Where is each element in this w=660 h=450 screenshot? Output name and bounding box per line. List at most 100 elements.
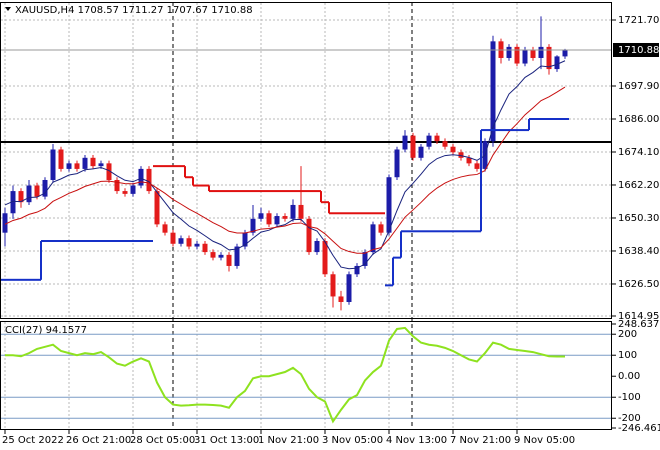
candle-body	[434, 135, 440, 142]
y-tick-label: 248.6378	[618, 319, 660, 330]
candle-body	[250, 218, 256, 233]
candle-body	[74, 163, 80, 169]
candle-body	[306, 218, 312, 253]
menu-triangle	[5, 7, 11, 11]
candle-body	[42, 179, 48, 197]
candle-body	[418, 146, 424, 158]
candle-body	[354, 265, 360, 275]
candle-body	[234, 246, 240, 266]
candle-body	[338, 296, 344, 303]
candle-body	[450, 146, 456, 153]
candle-body	[82, 157, 88, 169]
candle-body	[466, 157, 472, 164]
candle-body	[298, 204, 304, 219]
candle-body	[442, 141, 448, 147]
x-tick-label: 4 Nov 13:00	[386, 435, 447, 446]
candle-body	[106, 163, 112, 180]
candle-body	[58, 149, 64, 169]
x-tick-label: 3 Nov 05:00	[322, 435, 383, 446]
y-tick-label: 1662.20	[618, 180, 659, 191]
candle-body	[186, 238, 192, 247]
candle-body	[34, 185, 40, 197]
candle-body	[546, 46, 552, 70]
y-tick-label: 1626.50	[618, 279, 659, 290]
x-tick-label: 1 Nov 21:00	[258, 435, 319, 446]
candle-body	[330, 274, 336, 297]
current-price-box	[613, 42, 659, 57]
marks	[1, 3, 612, 429]
candle-body	[362, 252, 368, 266]
chart-title: XAUUSD,H4 1708.57 1711.27 1707.67 1710.8…	[15, 5, 253, 16]
candle-body	[162, 224, 168, 233]
candle-body	[90, 157, 96, 167]
y-tick-label: 1614.95	[618, 311, 659, 322]
x-tick-label: 28 Oct 05:00	[130, 435, 195, 446]
candle-body	[146, 168, 152, 192]
candle-body	[322, 240, 328, 275]
candle-body	[202, 243, 208, 253]
y-tick-label: 1686.00	[618, 114, 659, 125]
candle-body	[290, 204, 296, 219]
x-tick-label: 7 Nov 21:00	[450, 435, 511, 446]
candle-body	[98, 163, 104, 167]
candle-body	[426, 135, 432, 147]
candle-body	[210, 252, 216, 258]
x-tick-label: 31 Oct 13:00	[194, 435, 259, 446]
candle-body	[122, 191, 128, 194]
indicator-line	[4, 86, 566, 254]
y-tick-label: 1721.70	[618, 15, 659, 26]
candle-body	[26, 185, 32, 203]
candle-body	[458, 152, 464, 158]
candle-body	[522, 49, 528, 64]
candle-body	[274, 216, 280, 225]
candle-body	[154, 191, 160, 225]
candle-body	[346, 274, 352, 303]
candle-body	[378, 224, 384, 233]
candle-body	[50, 149, 56, 180]
y-tick-label: -200	[618, 413, 641, 424]
y-tick-label: 200	[618, 329, 637, 340]
candle-body	[402, 135, 408, 150]
cci-frame	[0, 321, 612, 430]
y-tick-label: 1697.90	[618, 81, 659, 92]
candle-body	[2, 213, 8, 233]
candle-body	[258, 213, 264, 219]
candle-body	[242, 232, 248, 247]
candle-body	[226, 254, 232, 266]
y-tick-label: 100	[618, 350, 637, 361]
candle-body	[194, 243, 200, 247]
current-price-label: 1710.88	[618, 45, 659, 56]
candle-body	[506, 46, 512, 58]
candle-body	[490, 41, 496, 142]
candle-body	[370, 224, 376, 253]
y-tick-label: 1674.10	[618, 147, 659, 158]
candle-body	[170, 232, 176, 244]
cci-title: CCI(27) 94.1577	[5, 325, 87, 336]
y-tick-label: 1650.30	[618, 213, 659, 224]
candle-body	[554, 56, 560, 70]
candle-body	[514, 46, 520, 64]
candle-body	[394, 149, 400, 178]
candle-body	[562, 49, 568, 57]
y-tick-label: 1638.40	[618, 246, 659, 257]
candle-body	[474, 163, 480, 169]
x-tick-label: 25 Oct 2022	[2, 435, 64, 446]
candle-body	[18, 191, 24, 203]
candle-body	[538, 46, 544, 58]
candle-body	[530, 49, 536, 58]
candle-body	[138, 168, 144, 186]
x-tick-label: 26 Oct 21:00	[66, 435, 131, 446]
candle-body	[386, 177, 392, 233]
candle-body	[114, 179, 120, 192]
candle-body	[10, 191, 16, 214]
candle-body	[282, 216, 288, 219]
y-tick-label: -100	[618, 392, 641, 403]
cci-line	[5, 326, 566, 424]
candle-body	[178, 238, 184, 244]
indicator-line	[4, 60, 566, 270]
main-frame	[0, 2, 612, 319]
candle-body	[218, 254, 224, 258]
candle-body	[66, 163, 72, 169]
